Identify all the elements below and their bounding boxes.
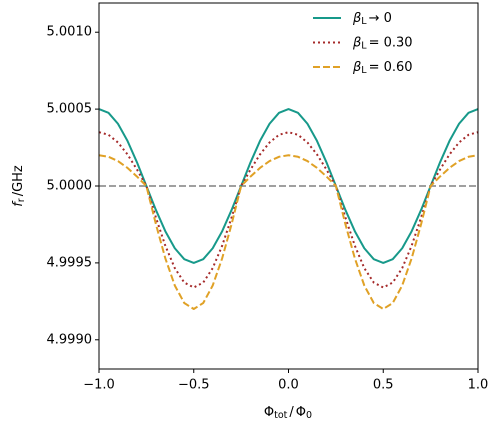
legend-rest: → 0 <box>369 11 392 26</box>
legend-rest: = 0.60 <box>369 60 413 75</box>
y-tick-label: 5.0010 <box>47 25 93 40</box>
legend-sub: L <box>361 16 367 27</box>
series-line <box>98 154 479 311</box>
y-tick-label: 4.9995 <box>47 255 93 270</box>
x-tick-label: 0.0 <box>278 378 299 393</box>
y-tick-label: 5.0005 <box>47 102 93 117</box>
x-tick-label: −1.0 <box>83 378 115 393</box>
plot-frame <box>98 2 479 370</box>
legend-symbol: β <box>352 11 361 26</box>
y-tick-label: 4.9990 <box>47 332 93 347</box>
legend-label: βL = 0.30 <box>352 35 413 51</box>
legend-symbol: β <box>352 60 361 75</box>
y-tick-label: 5.0000 <box>47 179 93 194</box>
series-line <box>98 108 479 264</box>
legend-label: βL → 0 <box>352 11 392 27</box>
legend-sub: L <box>361 65 367 76</box>
x-axis-label: Φtot / Φ0 <box>264 405 312 421</box>
legend-rest: = 0.30 <box>369 35 413 50</box>
x-tick-label: −0.5 <box>178 378 210 393</box>
legend-label: βL = 0.60 <box>352 60 413 76</box>
x-tick-label: 1.0 <box>468 378 489 393</box>
y-axis-label: fr/GHz <box>11 165 27 207</box>
legend-symbol: β <box>352 35 361 50</box>
legend-sub: L <box>361 40 367 51</box>
series-line <box>98 131 479 289</box>
x-tick-label: 0.5 <box>373 378 394 393</box>
